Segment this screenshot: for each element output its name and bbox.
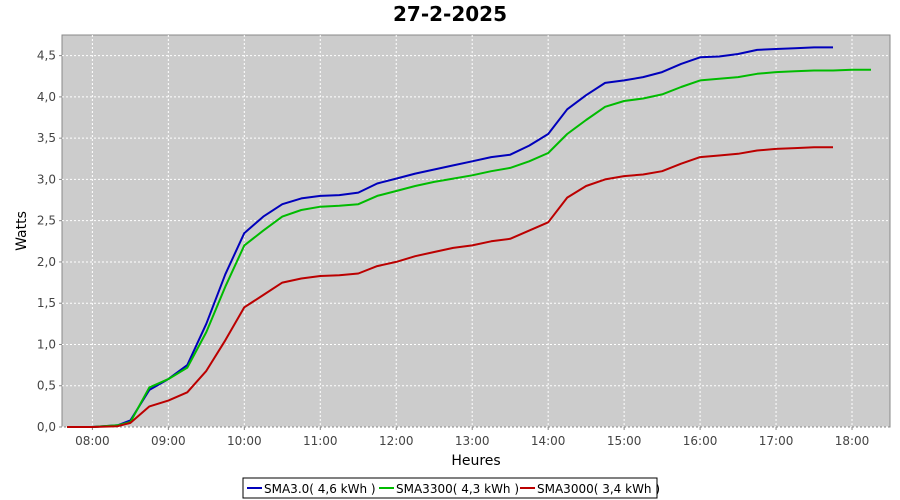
y-tick-label: 1,0 [37,337,56,351]
y-axis-ticks: 0,0 0,5 1,0 1,5 2,0 2,5 3,0 3,5 4,0 4,5 [37,49,62,434]
y-tick-label: 0,0 [37,420,56,434]
x-tick-label: 18:00 [835,434,870,448]
legend-label-sma3300: SMA3300( 4,3 kWh ) [396,482,519,496]
legend-label-sma3-0: SMA3.0( 4,6 kWh ) [264,482,376,496]
series-line-1 [67,68,871,428]
x-tick-label: 17:00 [759,434,794,448]
x-tick-label: 08:00 [75,434,110,448]
y-tick-label: 4,0 [37,90,56,104]
x-tick-label: 15:00 [607,434,642,448]
series-line-0 [67,46,833,428]
y-tick-label: 3,5 [37,131,56,145]
y-tick-label: 3,0 [37,172,56,186]
y-tick-label: 1,5 [37,296,56,310]
x-tick-label: 13:00 [455,434,490,448]
x-tick-label: 14:00 [531,434,566,448]
x-axis-label: Heures [451,453,500,469]
chart-title: 27-2-2025 [393,2,507,26]
x-tick-label: 11:00 [303,434,338,448]
legend-box [242,477,658,499]
x-axis-ticks: 08:00 09:00 10:00 11:00 12:00 13:00 14:00 15:00… [75,427,869,448]
y-tick-label: 2,5 [37,214,56,228]
legend: SMA3.0( 4,6 kWh ) SMA3300( 4,3 kWh ) SMA… [242,477,660,499]
y-tick-label: 4,5 [37,49,56,63]
plot-area [61,34,891,428]
x-tick-label: 12:00 [379,434,414,448]
legend-label-sma3000: SMA3000( 3,4 kWh ) [537,482,660,496]
x-tick-label: 09:00 [151,434,186,448]
y-axis-label: Watts [14,211,30,251]
y-tick-label: 0,5 [37,379,56,393]
series-line-2 [67,146,833,428]
grid-lines [62,35,890,428]
series-lines [67,46,871,428]
x-tick-label: 10:00 [227,434,262,448]
y-tick-label: 2,0 [37,255,56,269]
x-tick-label: 16:00 [683,434,718,448]
